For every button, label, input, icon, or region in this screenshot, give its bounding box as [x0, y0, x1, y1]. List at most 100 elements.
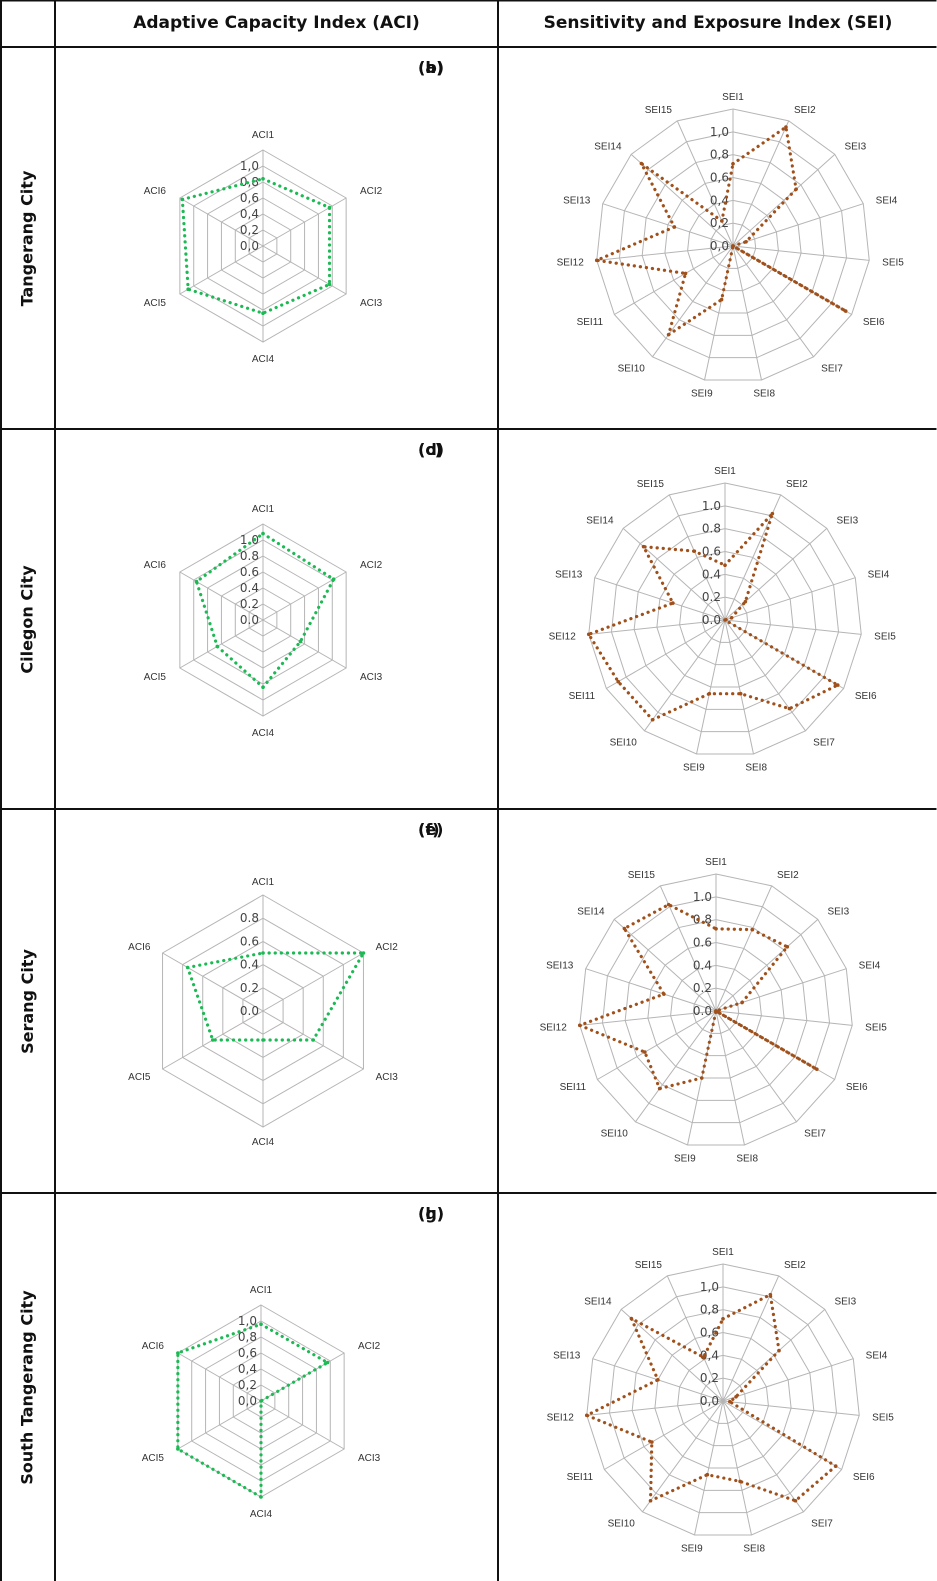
category-label: SEI2 — [777, 870, 799, 881]
grid-ring-3 — [654, 1331, 792, 1469]
category-label: ACI2 — [360, 186, 383, 197]
grid-ring-4 — [641, 154, 825, 336]
tick-label: 0,2 — [710, 216, 729, 230]
category-label: SEI1 — [712, 1247, 734, 1258]
category-label: SEI13 — [555, 570, 583, 581]
tick-label: 0.4 — [240, 581, 259, 595]
category-label: SEI8 — [736, 1154, 758, 1165]
category-label: ACI4 — [252, 728, 275, 739]
tick-label: 0.4 — [702, 567, 721, 581]
data-point — [622, 926, 627, 931]
data-point — [835, 683, 840, 687]
category-label: SEI15 — [645, 105, 673, 116]
data-point — [719, 297, 724, 302]
data-point — [714, 1009, 718, 1013]
spoke-14 — [668, 494, 726, 621]
category-label: SEI9 — [681, 1544, 703, 1555]
series-line — [585, 1293, 838, 1503]
data-point — [577, 1023, 582, 1028]
data-point — [714, 927, 718, 931]
data-point — [705, 1472, 710, 1477]
spoke-4 — [179, 619, 264, 669]
grid-ring-6 — [588, 482, 862, 755]
row-label-tangerang: Tangerang City — [0, 48, 54, 428]
data-point — [261, 177, 265, 181]
data-point — [210, 1038, 215, 1042]
data-point — [731, 162, 735, 166]
tick-label: 0.8 — [693, 913, 712, 927]
category-label: SEI14 — [584, 1297, 612, 1308]
spoke-7 — [732, 245, 762, 381]
tick-label: 0.2 — [240, 597, 259, 611]
radar-panel-3: (d) 0.0 0.2 0.4 0.6 0.8 1.0 SEI1 SEI2 SEI3 SEI4 SEI… — [418, 430, 937, 809]
tick-label: 1.0 — [702, 499, 721, 513]
data-point — [770, 511, 775, 516]
tick-label: 0,2 — [700, 1371, 719, 1385]
category-label: SEI7 — [811, 1518, 833, 1529]
radar-chart: 0,0 0,2 0,4 0,6 0,8 1,0 ACI1 ACI2 ACI3 ACI4 ACI5 AC… — [142, 1285, 381, 1520]
tick-label: 0,4 — [238, 1362, 257, 1376]
category-label: SEI8 — [745, 763, 767, 774]
data-point — [261, 951, 265, 955]
spoke-3 — [732, 203, 864, 247]
spoke-7 — [724, 619, 754, 755]
grid-ring-4 — [631, 1309, 815, 1491]
spoke-3 — [722, 1358, 854, 1402]
sei-column-header: Sensitivity and Exposure Index (SEI) — [543, 13, 893, 33]
tick-label: 0.6 — [240, 934, 259, 948]
row-label-cilegon: Cilegon City — [0, 430, 54, 808]
spoke-13 — [620, 1308, 724, 1402]
spoke-2 — [262, 619, 347, 669]
category-label: SEI6 — [846, 1082, 868, 1093]
data-point — [815, 1067, 819, 1072]
data-point — [785, 945, 790, 949]
data-point — [777, 1348, 781, 1353]
category-label: ACI5 — [144, 298, 167, 309]
data-point — [787, 706, 792, 711]
data-point — [723, 618, 727, 622]
tick-label: 0.2 — [240, 981, 259, 995]
data-point — [723, 563, 727, 567]
spoke-4 — [179, 245, 264, 295]
category-label: SEI9 — [683, 763, 705, 774]
spoke-2 — [715, 918, 819, 1012]
category-label: SEI10 — [608, 1518, 636, 1529]
spoke-4 — [732, 245, 870, 261]
spoke-7 — [722, 1400, 752, 1536]
data-point — [639, 161, 644, 166]
data-point — [261, 685, 265, 689]
series-line — [595, 125, 848, 337]
spoke-4 — [724, 619, 862, 635]
grid-ring-3 — [656, 550, 794, 688]
tick-label: 0,0 — [238, 1394, 257, 1408]
data-point — [584, 1413, 589, 1418]
category-label: SEI13 — [553, 1351, 581, 1362]
category-label: SEI5 — [882, 258, 904, 269]
spoke-11 — [586, 1400, 724, 1416]
data-point — [298, 639, 303, 644]
category-label: SEI7 — [821, 363, 843, 374]
data-point — [784, 125, 788, 129]
category-label: SEI13 — [563, 196, 591, 207]
category-label: SEI3 — [844, 142, 866, 153]
data-point — [744, 239, 748, 244]
category-label: SEI6 — [853, 1472, 875, 1483]
spoke-4 — [715, 1010, 853, 1026]
spoke-8 — [694, 1400, 724, 1536]
data-point — [701, 1355, 706, 1359]
tick-label: 0.6 — [240, 565, 259, 579]
category-label: ACI6 — [144, 560, 167, 571]
spoke-10 — [606, 619, 726, 689]
panel-label: (e) — [418, 820, 444, 839]
spoke-12 — [594, 577, 726, 621]
category-label: SEI2 — [794, 105, 816, 116]
data-point — [327, 282, 332, 287]
radar-panel-2: (c) 0.0 0.2 0.4 0.6 0.8 1.0 ACI1 ACI2 ACI3 ACI4 ACI… — [56, 430, 498, 809]
grid-ring-2 — [679, 573, 771, 666]
category-label: SEI9 — [674, 1154, 696, 1165]
category-label: SEI10 — [601, 1128, 629, 1139]
tick-label: 0.0 — [693, 1004, 712, 1018]
spoke-1 — [260, 1352, 345, 1402]
panel-label: (h) — [418, 1204, 445, 1223]
